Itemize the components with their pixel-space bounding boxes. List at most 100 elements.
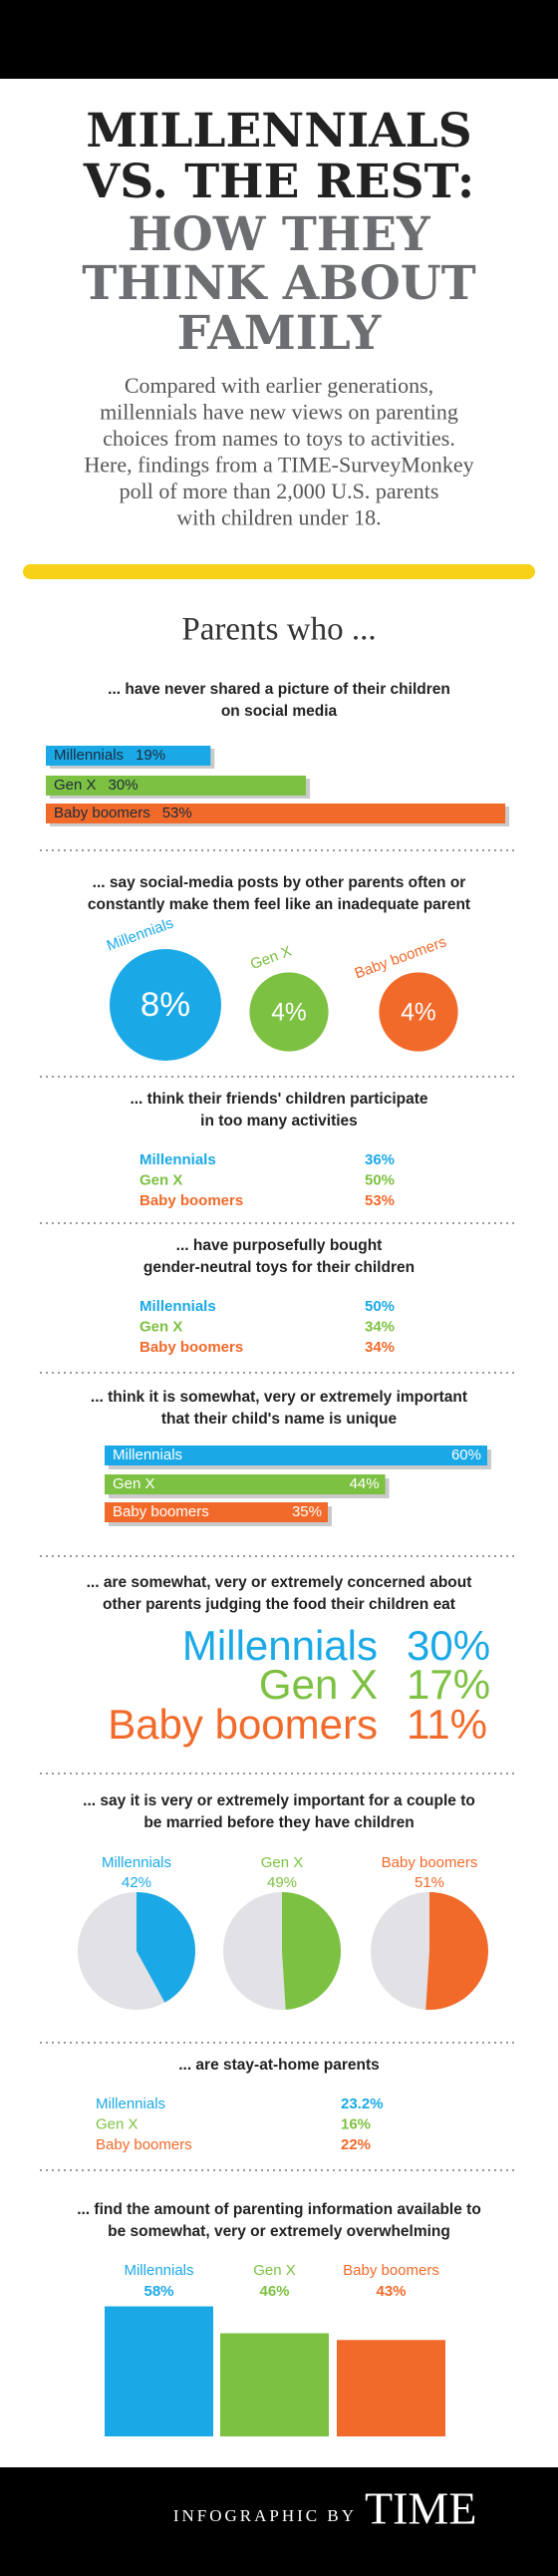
row-value: 34% bbox=[365, 1318, 395, 1335]
subtitle-line: THINK ABOUT bbox=[82, 256, 476, 311]
top-bar bbox=[0, 0, 558, 79]
bar bbox=[105, 1474, 386, 1494]
row-label: Millennials bbox=[96, 2095, 165, 2112]
intro-line: millennials have new views on parenting bbox=[100, 400, 458, 425]
bubble-label: Gen X bbox=[248, 943, 294, 974]
big-label: Millennials bbox=[182, 1622, 378, 1669]
pie-slice bbox=[137, 1892, 196, 2003]
row-value: 22% bbox=[341, 2136, 371, 2153]
bar bbox=[46, 776, 306, 796]
big-label: Baby boomers bbox=[108, 1701, 378, 1748]
subtitle-line: HOW THEY bbox=[128, 207, 430, 262]
question: other parents judging the food their chi… bbox=[103, 1596, 455, 1613]
column bbox=[220, 2333, 329, 2436]
row-value: 50% bbox=[365, 1171, 395, 1188]
row-value: 34% bbox=[365, 1339, 395, 1356]
row-label: Baby boomers bbox=[140, 1192, 243, 1209]
question: ... think their friends' children partic… bbox=[130, 1091, 427, 1108]
question: ... are stay-at-home parents bbox=[178, 2057, 380, 2074]
big-label: Gen X bbox=[259, 1661, 378, 1708]
bar-label: Millennials bbox=[54, 747, 124, 764]
pie-slice bbox=[425, 1892, 488, 2010]
pie-value: 51% bbox=[415, 1874, 444, 1891]
column-value: 58% bbox=[143, 2283, 173, 2300]
pie-label: Millennials bbox=[102, 1854, 171, 1871]
big-value: 17% bbox=[407, 1661, 490, 1708]
intro-line: Compared with earlier generations, bbox=[125, 373, 433, 398]
question: constantly make them feel like an inadeq… bbox=[88, 896, 470, 913]
column bbox=[337, 2340, 445, 2436]
column bbox=[105, 2306, 213, 2436]
footer-bar bbox=[0, 2467, 558, 2576]
bar-value: 44% bbox=[350, 1475, 380, 1492]
pie-label: Gen X bbox=[261, 1854, 304, 1871]
bar-value: 53% bbox=[162, 805, 192, 821]
question: ... have purposefully bought bbox=[176, 1237, 383, 1254]
footer-credit: INFOGRAPHIC BY bbox=[173, 2506, 357, 2525]
bubble bbox=[109, 948, 222, 1062]
bar-label: Gen X bbox=[54, 777, 97, 794]
intro-line: with children under 18. bbox=[176, 505, 381, 530]
bar-label: Baby boomers bbox=[113, 1503, 209, 1520]
footer-brand: TIME bbox=[365, 2483, 476, 2534]
row-label: Millennials bbox=[140, 1298, 216, 1315]
row-label: Gen X bbox=[96, 2115, 139, 2132]
bar-label: Gen X bbox=[113, 1475, 155, 1492]
question: be married before they have children bbox=[143, 1814, 414, 1831]
question: on social media bbox=[221, 703, 338, 720]
intro-line: Here, findings from a TIME-SurveyMonkey bbox=[84, 453, 473, 478]
column-value: 46% bbox=[259, 2283, 289, 2300]
bar bbox=[46, 746, 211, 766]
question: ... are somewhat, very or extremely conc… bbox=[87, 1574, 472, 1591]
row-label: Gen X bbox=[140, 1171, 182, 1188]
bar-value: 60% bbox=[451, 1447, 481, 1463]
row-label: Millennials bbox=[140, 1151, 216, 1168]
bar-label: Millennials bbox=[113, 1447, 182, 1463]
title-line: MILLENNIALS bbox=[86, 104, 471, 159]
pie-slice bbox=[282, 1892, 342, 2010]
question: in too many activities bbox=[200, 1113, 358, 1129]
bubble-label: Baby boomers bbox=[353, 933, 449, 982]
row-label: Gen X bbox=[140, 1318, 182, 1335]
bubble bbox=[379, 972, 458, 1052]
column-label: Millennials bbox=[124, 2262, 193, 2279]
subtitle-line: FAMILY bbox=[177, 306, 382, 361]
bar-label: Baby boomers bbox=[54, 805, 150, 821]
row-value: 16% bbox=[341, 2115, 371, 2132]
bar-value: 35% bbox=[292, 1503, 322, 1520]
row-value: 23.2% bbox=[341, 2095, 384, 2112]
bar-value: 30% bbox=[109, 777, 139, 794]
column-label: Baby boomers bbox=[343, 2262, 439, 2279]
big-value: 30% bbox=[407, 1622, 490, 1669]
bar bbox=[105, 1502, 328, 1522]
row-value: 53% bbox=[365, 1192, 395, 1209]
question: ... say it is very or extremely importan… bbox=[83, 1792, 475, 1809]
question: ... say social-media posts by other pare… bbox=[93, 874, 466, 891]
question: gender-neutral toys for their children bbox=[143, 1259, 415, 1276]
question: ... have never shared a picture of their… bbox=[108, 681, 450, 698]
question: ... think it is somewhat, very or extrem… bbox=[91, 1389, 467, 1406]
bubble-label: Millennials bbox=[105, 915, 176, 955]
pie-label: Baby boomers bbox=[382, 1854, 478, 1871]
lead: Parents who ... bbox=[181, 612, 376, 648]
intro-line: poll of more than 2,000 U.S. parents bbox=[120, 479, 439, 503]
divider-bar bbox=[23, 564, 535, 579]
pie-value: 49% bbox=[267, 1874, 297, 1891]
row-label: Baby boomers bbox=[96, 2136, 192, 2153]
title-line: VS. THE REST: bbox=[83, 155, 475, 209]
column-label: Gen X bbox=[253, 2262, 296, 2279]
row-value: 36% bbox=[365, 1151, 395, 1168]
question: ... find the amount of parenting informa… bbox=[77, 2201, 481, 2218]
column-value: 43% bbox=[376, 2283, 406, 2300]
bubble bbox=[249, 972, 329, 1052]
question: be somewhat, very or extremely overwhelm… bbox=[108, 2223, 450, 2240]
bubble-value: 4% bbox=[401, 999, 435, 1026]
bubble-value: 4% bbox=[271, 999, 306, 1026]
pie-value: 42% bbox=[122, 1874, 151, 1891]
bubble-value: 8% bbox=[140, 986, 190, 1024]
big-value: 11% bbox=[407, 1701, 487, 1748]
question: that their child's name is unique bbox=[161, 1411, 398, 1428]
row-label: Baby boomers bbox=[140, 1339, 243, 1356]
intro-line: choices from names to toys to activities… bbox=[103, 426, 455, 451]
